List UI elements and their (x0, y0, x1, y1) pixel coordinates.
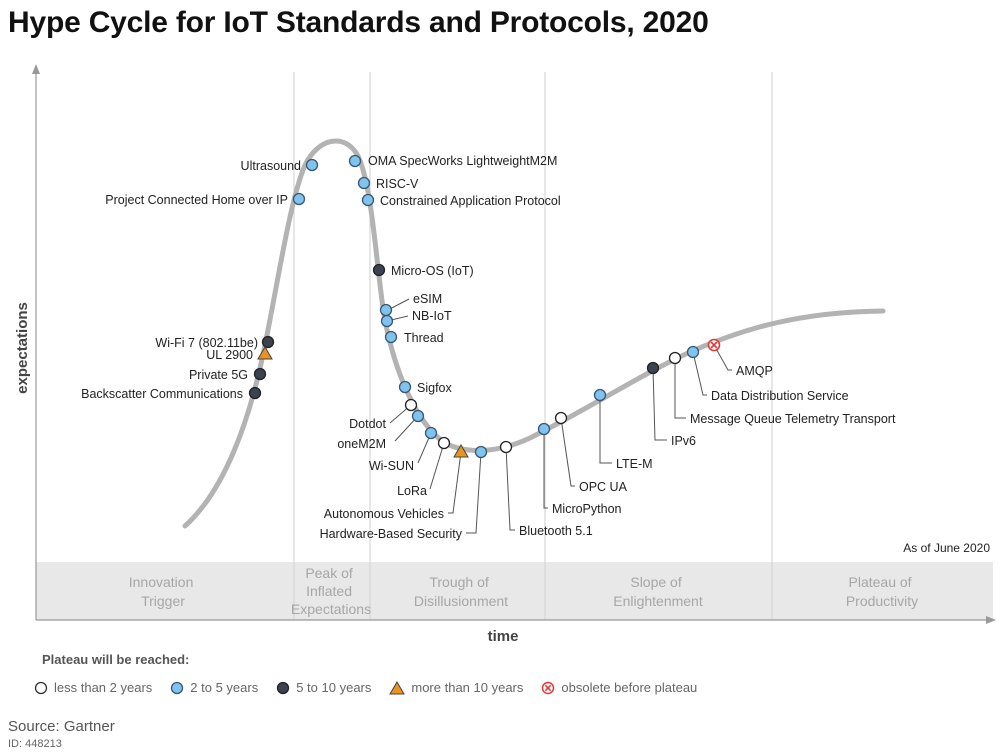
label-onem2m: oneM2M (337, 437, 386, 451)
label-ultrasound: Ultrasound (241, 159, 301, 173)
marker-lora (437, 436, 451, 450)
label-risc-v: RISC-V (376, 177, 419, 191)
label-ipv6: IPv6 (671, 434, 696, 448)
label-project-connected-home-over-ip: Project Connected Home over IP (105, 193, 288, 207)
legend-label: more than 10 years (411, 680, 524, 695)
marker-project-connected-home-over-ip (292, 192, 306, 206)
legend-label: 2 to 5 years (190, 680, 259, 695)
as-of-date: As of June 2020 (903, 541, 990, 555)
marker-risc-v (357, 176, 371, 190)
white-circle-icon (34, 681, 48, 694)
legend-item-2to5: 2 to 5 years (170, 680, 258, 695)
marker-opc-ua (554, 411, 568, 425)
legend-item-gt10: more than 10 years (389, 680, 523, 695)
marker-amqp (707, 338, 721, 352)
phase-labels: Innovation Trigger Peak of Inflated Expe… (129, 565, 918, 617)
label-constrained-application-protocol: Constrained Application Protocol (380, 194, 561, 208)
label-data-distribution-service: Data Distribution Service (711, 389, 849, 403)
label-esim: eSIM (413, 292, 442, 306)
label-oma-specworks-lightweightm2m: OMA SpecWorks LightweightM2M (368, 154, 557, 168)
legend-label: 5 to 10 years (296, 680, 372, 695)
label-dotdot: Dotdot (349, 417, 386, 431)
marker-dotdot (404, 398, 418, 412)
label-thread: Thread (404, 331, 444, 345)
marker-private-5g (253, 367, 267, 381)
phase-label-slope: Slope of Enlightenment (613, 574, 703, 609)
legend-label: obsolete before plateau (561, 680, 698, 695)
phase-dividers (293, 72, 773, 620)
marker-ul-2900 (257, 346, 273, 360)
label-hardware-based-security: Hardware-Based Security (320, 527, 463, 541)
page-title: Hype Cycle for IoT Standards and Protoco… (8, 6, 709, 39)
marker-ipv6 (646, 361, 660, 375)
document-id: ID: 448213 (8, 738, 62, 750)
marker-wi-fi-7-802-11be (261, 335, 275, 349)
label-micropython: MicroPython (552, 502, 622, 516)
marker-wi-sun (424, 426, 438, 440)
marker-oma-specworks-lightweightm2m (348, 154, 362, 168)
label-ul-2900: UL 2900 (206, 348, 253, 362)
marker-thread (384, 330, 398, 344)
label-wi-sun: Wi-SUN (369, 459, 414, 473)
marker-data-distribution-service (686, 345, 700, 359)
marker-constrained-application-protocol (361, 193, 375, 207)
label-wi-fi-7-802-11be: Wi-Fi 7 (802.11be) (155, 336, 258, 350)
marker-hardware-based-security (474, 445, 488, 459)
marker-onem2m (411, 409, 425, 423)
label-amqp: AMQP (736, 364, 773, 378)
technology-markers (248, 154, 721, 459)
marker-micropython (537, 422, 551, 436)
label-bluetooth-5-1: Bluetooth 5.1 (519, 524, 593, 538)
phase-band (36, 562, 993, 620)
legend-title: Plateau will be reached: (42, 652, 190, 667)
phase-label-trough: Trough of Disillusionment (414, 574, 508, 609)
label-micro-os-iot: Micro-OS (IoT) (391, 264, 474, 278)
label-lora: LoRa (397, 484, 427, 498)
marker-autonomous-vehicles (453, 444, 469, 458)
orange-triangle-icon (389, 680, 406, 694)
marker-lte-m (593, 388, 607, 402)
dark-circle-icon (277, 681, 290, 694)
technology-labels: Ultrasound OMA SpecWorks LightweightM2M RI… (81, 154, 896, 541)
y-axis-arrow (32, 64, 40, 74)
marker-backscatter-communications (248, 386, 262, 400)
marker-nb-iot (380, 314, 394, 328)
obsolete-x-icon (542, 681, 555, 694)
phase-label-innovation: Innovation Trigger (129, 574, 198, 609)
legend-item-5to10: 5 to 10 years (276, 680, 371, 695)
hype-cycle-diagram: expectations time Innovation Trigger Pea… (14, 64, 996, 645)
x-axis-label: time (488, 628, 519, 645)
marker-micro-os-iot (372, 263, 386, 277)
y-axis-label: expectations (14, 302, 31, 394)
label-nb-iot: NB-IoT (412, 309, 452, 323)
marker-ultrasound (305, 158, 319, 172)
label-opc-ua: OPC UA (579, 480, 628, 494)
source-credit: Source: Gartner (8, 718, 115, 735)
marker-message-queue-telemetry-transport (668, 351, 682, 365)
blue-circle-icon (171, 681, 184, 694)
x-axis-arrow (986, 616, 996, 624)
legend-item-obsolete: obsolete before plateau (541, 680, 697, 695)
marker-bluetooth-5-1 (499, 440, 513, 454)
label-sigfox: Sigfox (417, 381, 452, 395)
phase-label-plateau: Plateau of Productivity (846, 574, 918, 609)
label-message-queue-telemetry-transport: Message Queue Telemetry Transport (690, 412, 896, 426)
legend-item-lt2: less than 2 years (34, 680, 152, 695)
label-private-5g: Private 5G (189, 368, 248, 382)
legend: less than 2 years 2 to 5 years 5 to 10 y… (34, 680, 715, 695)
legend-label: less than 2 years (54, 680, 153, 695)
marker-esim (379, 303, 393, 317)
marker-sigfox (398, 380, 412, 394)
label-autonomous-vehicles: Autonomous Vehicles (324, 507, 444, 521)
label-backscatter-communications: Backscatter Communications (81, 387, 243, 401)
label-lte-m: LTE-M (616, 457, 653, 471)
phase-label-peak: Peak of Inflated Expectations (291, 565, 371, 617)
